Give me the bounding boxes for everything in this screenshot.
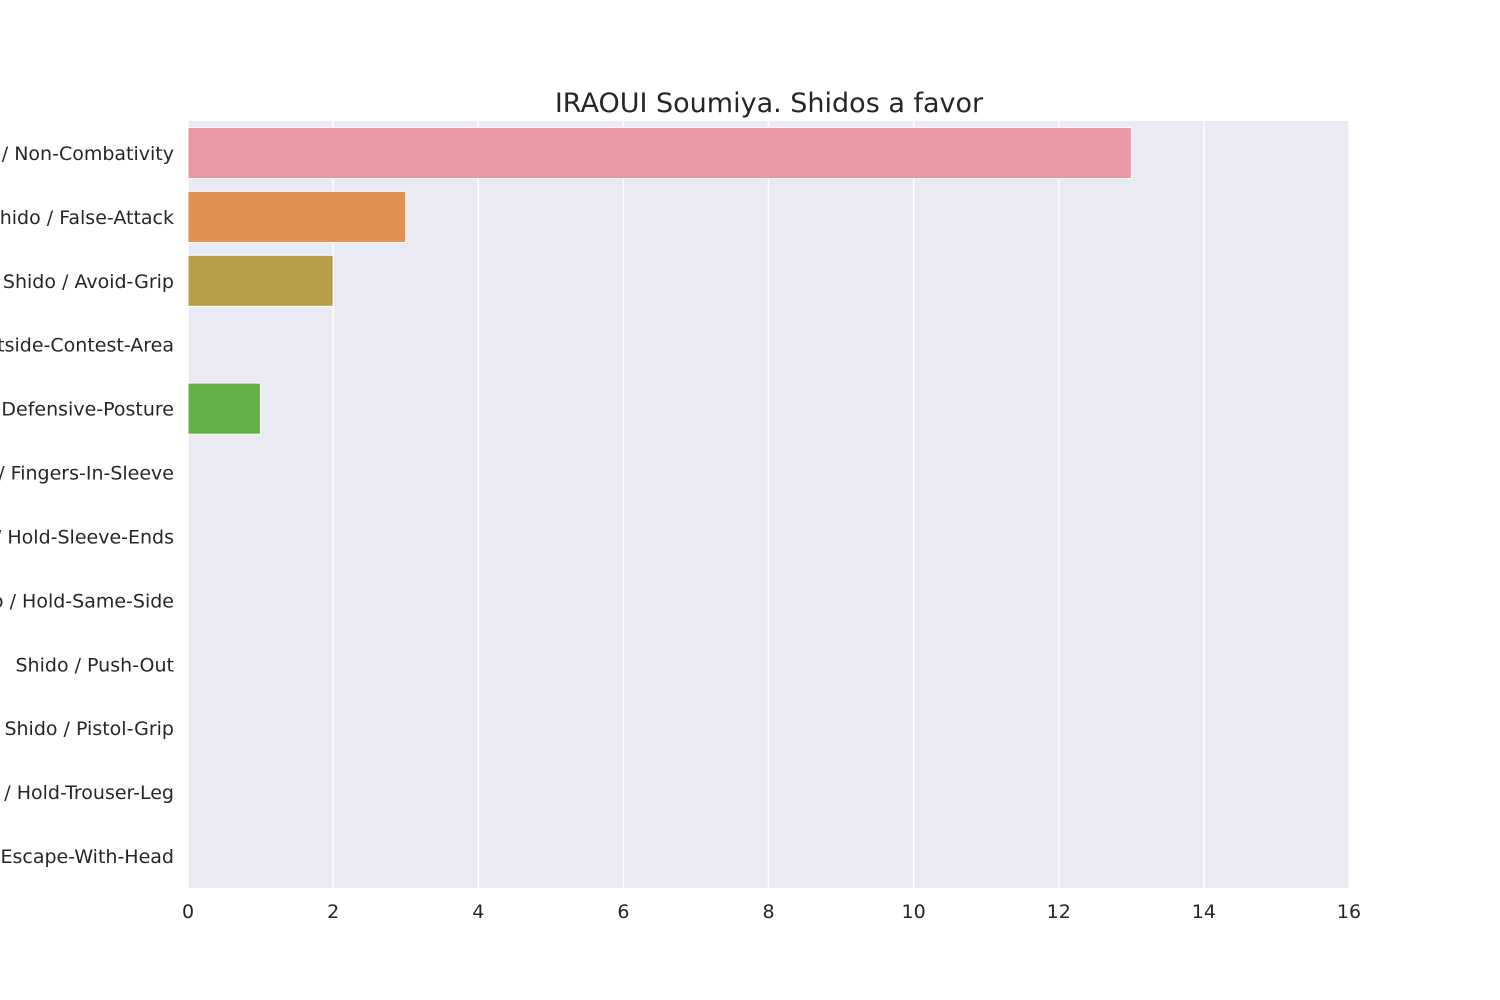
y-tick-label: Shido / Non-Combativity (0, 143, 174, 165)
x-tick-label: 10 (902, 901, 926, 923)
y-tick-label: Shido / False-Attack (0, 207, 174, 229)
y-tick-label: Shido / Avoid-Grip (3, 271, 174, 293)
y-tick-label: Shido / Outside-Contest-Area (0, 335, 174, 357)
bar (187, 126, 1132, 180)
y-tick-label: Shido / Hold-Same-Side (0, 590, 174, 612)
chart-title: IRAOUI Soumiya. Shidos a favor (555, 88, 984, 119)
y-tick-label: Shido / Hold-Trouser-Leg (0, 782, 174, 804)
x-tick-label: 4 (472, 901, 484, 923)
x-tick-label: 0 (182, 901, 194, 923)
bar (187, 382, 262, 435)
x-tick-label: 12 (1047, 901, 1071, 923)
y-axis-tick-labels: Shido / Non-Combativity Shido / False-Att… (0, 143, 174, 868)
y-tick-label: Shido / Defensive-Posture (0, 399, 174, 421)
x-tick-label: 2 (327, 901, 339, 923)
y-tick-label: Shido / Hold-Sleeve-Ends (0, 526, 174, 548)
y-tick-label: Shido / Push-Out (16, 654, 175, 676)
x-axis-tick-labels: 0 2 4 6 8 10 12 14 16 (182, 901, 1361, 923)
x-tick-label: 6 (617, 901, 629, 923)
y-tick-label: Shido / Fingers-In-Sleeve (0, 463, 174, 485)
x-tick-label: 16 (1337, 901, 1361, 923)
x-tick-label: 8 (762, 901, 774, 923)
grid-lines (187, 121, 1350, 888)
bar (187, 254, 334, 307)
y-tick-label: Shido / Pistol-Grip (4, 718, 174, 740)
x-tick-label: 14 (1192, 901, 1216, 923)
y-tick-label: Shido / Escape-With-Head (0, 846, 174, 868)
bars (187, 126, 1132, 435)
bar (187, 190, 407, 243)
